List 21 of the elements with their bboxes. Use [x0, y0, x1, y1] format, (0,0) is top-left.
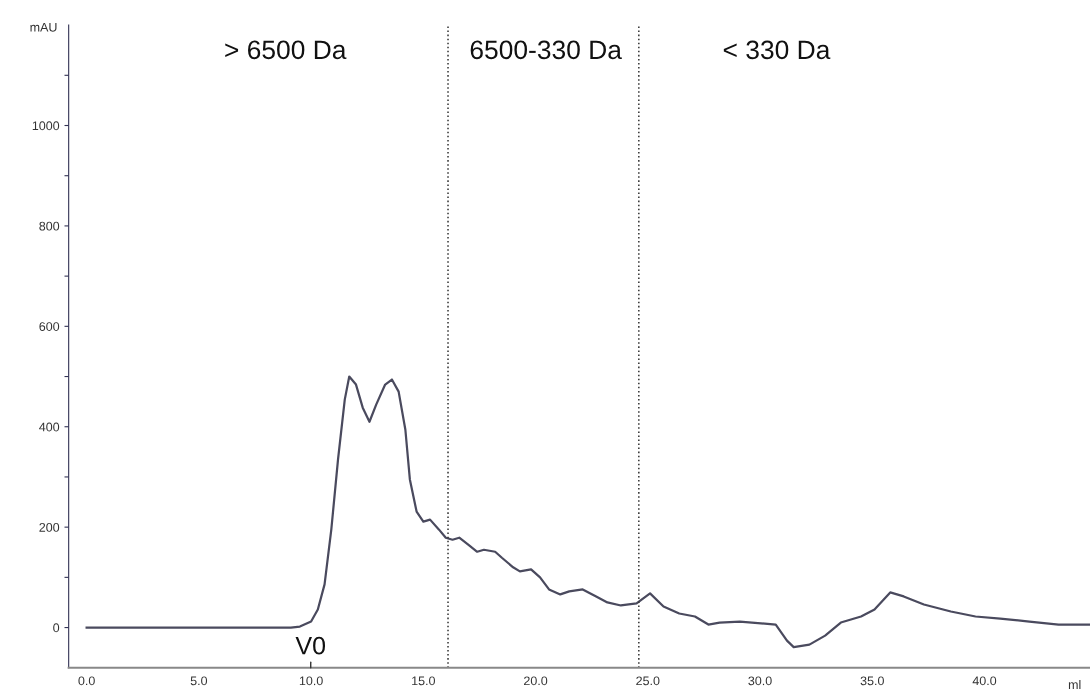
annotation: 6500-330 Da — [470, 40, 622, 60]
x-tick-label: 25.0 — [636, 676, 660, 686]
y-tick-label: 0 — [53, 623, 60, 633]
x-tick-label: 15.0 — [412, 676, 436, 686]
x-tick-label: 30.0 — [748, 676, 772, 686]
annotation: V0 — [295, 636, 326, 655]
y-axis-title: mAU — [30, 22, 57, 32]
x-axis-title: ml — [1068, 679, 1081, 689]
y-tick-label: 400 — [39, 422, 60, 432]
x-tick-label: 35.0 — [860, 676, 884, 686]
y-tick-label: 200 — [39, 522, 60, 532]
annotation: < 330 Da — [723, 40, 831, 60]
x-tick-label: 0.0 — [78, 676, 95, 686]
y-tick-label: 600 — [39, 322, 60, 331]
y-tick-label: 800 — [39, 221, 60, 231]
y-tick-label: 1000 — [32, 121, 60, 131]
annotation: > 6500 Da — [225, 40, 347, 60]
x-tick-label: 5.0 — [190, 676, 208, 686]
x-tick-label: 10.0 — [299, 676, 323, 686]
x-tick-label: 40.0 — [972, 676, 997, 686]
x-tick-label: 20.0 — [524, 676, 548, 686]
